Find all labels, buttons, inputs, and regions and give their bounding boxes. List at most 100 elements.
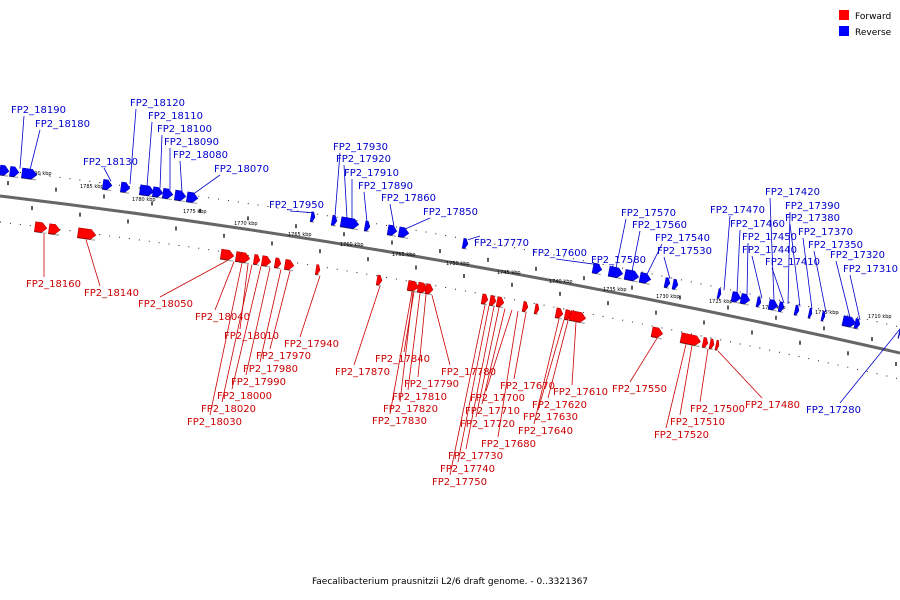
reverse-gene-label[interactable]: FP2_17410 (765, 257, 820, 268)
reverse-gene-label[interactable]: FP2_17860 (381, 193, 436, 204)
forward-gene[interactable] (260, 255, 272, 267)
forward-gene[interactable] (533, 303, 540, 315)
forward-gene[interactable] (238, 251, 251, 264)
reverse-gene-label[interactable]: FP2_17600 (532, 248, 587, 259)
forward-gene[interactable] (714, 339, 720, 351)
reverse-gene[interactable] (161, 187, 174, 200)
forward-gene-label[interactable]: FP2_17820 (383, 404, 438, 415)
reverse-gene-label[interactable]: FP2_17580 (591, 255, 646, 266)
reverse-gene[interactable] (363, 220, 371, 232)
reverse-gene[interactable] (716, 288, 722, 299)
reverse-gene[interactable] (461, 238, 469, 249)
forward-gene-label[interactable]: FP2_18160 (26, 279, 81, 290)
reverse-gene-label[interactable]: FP2_18080 (173, 150, 228, 161)
forward-gene-label[interactable]: FP2_17970 (256, 351, 311, 362)
forward-gene-label[interactable]: FP2_17550 (612, 384, 667, 395)
forward-gene-label[interactable]: FP2_17740 (440, 464, 495, 475)
reverse-gene[interactable] (138, 184, 155, 197)
reverse-gene-label[interactable]: FP2_17310 (843, 264, 898, 275)
forward-gene-label[interactable]: FP2_17750 (432, 477, 487, 488)
forward-gene-label[interactable]: FP2_17680 (481, 439, 536, 450)
forward-gene-label[interactable]: FP2_18030 (187, 417, 242, 428)
reverse-gene[interactable] (623, 269, 640, 282)
forward-gene-label[interactable]: FP2_18000 (217, 391, 272, 402)
forward-gene[interactable] (679, 332, 702, 347)
forward-gene[interactable] (77, 227, 97, 240)
forward-gene-label[interactable]: FP2_18040 (195, 312, 250, 323)
reverse-gene-label[interactable]: FP2_18180 (35, 119, 90, 130)
reverse-gene[interactable] (777, 301, 785, 313)
reverse-gene[interactable] (185, 191, 199, 204)
forward-gene-label[interactable]: FP2_18140 (84, 288, 139, 299)
forward-gene-label[interactable]: FP2_17520 (654, 430, 709, 441)
reverse-gene[interactable] (739, 293, 751, 305)
reverse-gene[interactable] (755, 296, 762, 308)
reverse-gene[interactable] (151, 186, 164, 198)
reverse-gene[interactable] (807, 307, 813, 319)
reverse-gene-label[interactable]: FP2_18120 (130, 98, 185, 109)
forward-gene[interactable] (650, 326, 664, 339)
reverse-gene[interactable] (21, 167, 38, 180)
reverse-gene[interactable] (607, 265, 624, 279)
reverse-gene-label[interactable]: FP2_18070 (214, 164, 269, 175)
reverse-gene[interactable] (820, 310, 826, 322)
forward-gene[interactable] (406, 280, 420, 292)
forward-gene-label[interactable]: FP2_17640 (518, 426, 573, 437)
reverse-gene-label[interactable]: FP2_17380 (785, 213, 840, 224)
reverse-gene[interactable] (173, 189, 187, 202)
reverse-gene-label[interactable]: FP2_17850 (423, 207, 478, 218)
reverse-gene-label[interactable]: FP2_18130 (83, 157, 138, 168)
reverse-gene-label[interactable]: FP2_17770 (474, 238, 529, 249)
reverse-gene-label[interactable]: FP2_17950 (269, 200, 324, 211)
forward-gene[interactable] (554, 307, 564, 319)
forward-gene-label[interactable]: FP2_17790 (404, 379, 459, 390)
reverse-gene-label[interactable]: FP2_18100 (157, 124, 212, 135)
forward-gene-label[interactable]: FP2_17500 (690, 404, 745, 415)
reverse-gene-label[interactable]: FP2_17460 (730, 219, 785, 230)
forward-gene[interactable] (34, 221, 48, 234)
reverse-gene-label[interactable]: FP2_17370 (798, 227, 853, 238)
forward-gene-label[interactable]: FP2_17510 (670, 417, 725, 428)
reverse-gene-label[interactable]: FP2_17560 (632, 220, 687, 231)
reverse-gene[interactable] (671, 278, 679, 290)
forward-gene[interactable] (480, 293, 489, 305)
reverse-gene-label[interactable]: FP2_17530 (657, 246, 712, 257)
forward-gene[interactable] (48, 223, 61, 235)
reverse-gene-label[interactable]: FP2_17440 (742, 245, 797, 256)
reverse-gene-label[interactable]: FP2_17450 (742, 232, 797, 243)
forward-gene-label[interactable]: FP2_17670 (500, 381, 555, 392)
reverse-gene[interactable] (119, 181, 131, 193)
forward-gene[interactable] (314, 264, 321, 276)
forward-gene[interactable] (424, 283, 434, 295)
reverse-gene-label[interactable]: FP2_17570 (621, 208, 676, 219)
forward-gene-label[interactable]: FP2_17980 (243, 364, 298, 375)
forward-gene-label[interactable]: FP2_17990 (231, 377, 286, 388)
forward-gene[interactable] (416, 281, 429, 294)
forward-gene-label[interactable]: FP2_17730 (448, 451, 503, 462)
forward-gene-label[interactable]: FP2_17840 (375, 354, 430, 365)
reverse-gene[interactable] (397, 226, 410, 239)
forward-gene-label[interactable]: FP2_18050 (138, 299, 193, 310)
reverse-gene-label[interactable]: FP2_17280 (806, 405, 861, 416)
reverse-gene[interactable] (663, 277, 671, 289)
reverse-gene-label[interactable]: FP2_17420 (765, 187, 820, 198)
forward-gene-label[interactable]: FP2_17620 (532, 400, 587, 411)
reverse-gene[interactable] (0, 164, 10, 176)
forward-gene-label[interactable]: FP2_18020 (201, 404, 256, 415)
forward-gene-label[interactable]: FP2_17940 (284, 339, 339, 350)
reverse-gene[interactable] (591, 262, 603, 275)
forward-gene[interactable] (488, 295, 497, 306)
forward-gene[interactable] (283, 259, 295, 271)
forward-gene[interactable] (252, 254, 261, 266)
forward-gene[interactable] (273, 257, 282, 269)
forward-gene-label[interactable]: FP2_17710 (465, 406, 520, 417)
reverse-gene-label[interactable]: FP2_17920 (336, 154, 391, 165)
reverse-gene[interactable] (638, 272, 652, 284)
reverse-gene-label[interactable]: FP2_18110 (148, 111, 203, 122)
reverse-gene-label[interactable]: FP2_17390 (785, 201, 840, 212)
forward-gene[interactable] (708, 338, 715, 350)
forward-gene-label[interactable]: FP2_17780 (441, 367, 496, 378)
forward-gene-label[interactable]: FP2_18010 (224, 331, 279, 342)
reverse-gene-label[interactable]: FP2_17930 (333, 142, 388, 153)
reverse-gene-label[interactable]: FP2_18190 (11, 105, 66, 116)
